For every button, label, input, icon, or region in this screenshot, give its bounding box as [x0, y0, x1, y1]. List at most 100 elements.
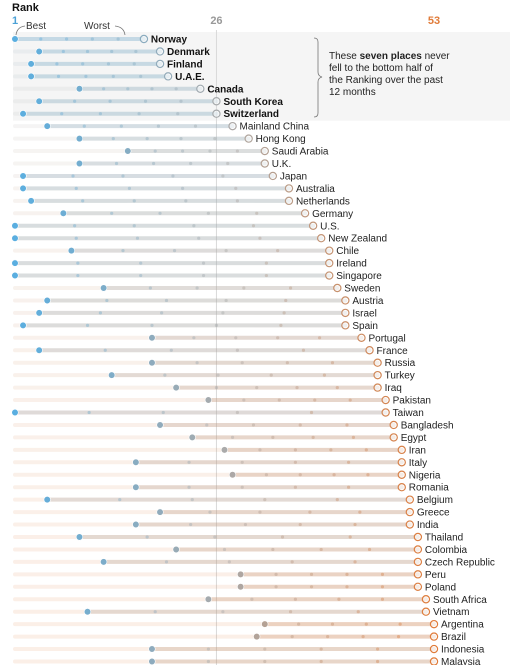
best-rank-dot — [108, 371, 116, 379]
worst-rank-dot — [244, 134, 253, 143]
best-rank-dot — [43, 122, 51, 130]
worst-rank-dot — [373, 383, 382, 392]
annotation-text: These seven places never fell to the bott… — [329, 51, 450, 98]
history-dot — [297, 622, 301, 626]
history-dot — [116, 37, 120, 41]
history-dot — [110, 211, 114, 215]
history-dot — [160, 311, 164, 315]
best-rank-dot — [75, 159, 84, 168]
worst-rank-dot — [429, 644, 439, 654]
history-dot — [181, 186, 185, 190]
history-dot — [367, 547, 372, 552]
best-rank-dot — [204, 396, 212, 404]
history-dot — [274, 585, 278, 589]
country-label: Canada — [207, 84, 244, 95]
worst-rank-dot — [155, 59, 165, 69]
country-label: Austria — [352, 296, 384, 307]
history-dot — [153, 610, 157, 614]
country-label: Pakistan — [393, 396, 431, 407]
history-dot — [346, 485, 351, 489]
history-dot — [192, 224, 196, 228]
history-dot — [76, 261, 80, 265]
best-rank-dot — [27, 60, 35, 68]
history-dot — [288, 286, 293, 290]
country-label: Indonesia — [441, 645, 485, 656]
legend-best-label: Best — [26, 21, 46, 32]
best-rank-dot — [188, 433, 196, 442]
history-dot — [135, 236, 140, 240]
legend-worst-leader — [114, 25, 126, 36]
history-dot — [98, 112, 103, 116]
history-dot — [61, 49, 65, 54]
best-rank-dot — [253, 632, 261, 641]
best-rank-dot — [261, 620, 269, 628]
history-dot — [258, 448, 262, 452]
best-rank-dot — [148, 359, 156, 367]
country-label: U.K. — [272, 159, 291, 170]
worst-rank-dot — [228, 121, 237, 131]
history-dot — [277, 398, 281, 402]
worst-rank-dot — [196, 84, 205, 94]
best-rank-dot — [59, 209, 67, 217]
history-dot — [358, 510, 362, 514]
history-dot — [313, 398, 317, 402]
worst-rank-dot — [163, 72, 173, 81]
history-dot — [366, 473, 370, 477]
history-dot — [364, 622, 368, 626]
history-dot — [280, 535, 285, 539]
history-dot — [172, 249, 177, 253]
country-label: Taiwan — [393, 408, 424, 419]
history-dot — [213, 535, 217, 539]
history-dot — [190, 498, 194, 502]
history-dot — [240, 485, 244, 489]
history-dot — [271, 547, 275, 552]
history-dot — [181, 149, 185, 153]
best-rank-dot — [27, 197, 35, 205]
history-dot — [282, 311, 286, 315]
best-rank-dot — [148, 645, 156, 653]
country-label: Colombia — [425, 545, 468, 556]
history-dot — [295, 386, 299, 390]
legend-best-leader — [15, 25, 26, 36]
best-rank-dot — [35, 47, 43, 56]
history-dot — [242, 286, 246, 290]
history-dot — [189, 522, 193, 527]
best-rank-dot — [11, 259, 19, 267]
worst-rank-dot — [260, 159, 269, 168]
history-dot — [234, 186, 238, 190]
history-dot — [353, 560, 357, 564]
country-label: Iran — [409, 445, 426, 456]
history-dot — [105, 298, 109, 303]
history-dot — [221, 174, 225, 178]
country-label: New Zealand — [328, 234, 387, 245]
country-label: Portugal — [368, 333, 405, 344]
history-dot — [356, 610, 360, 614]
best-rank-dot — [75, 135, 84, 143]
history-dot — [222, 547, 227, 552]
annotation-bracket — [313, 37, 323, 118]
history-dot — [221, 311, 225, 315]
history-dot — [226, 161, 230, 166]
history-dot — [396, 635, 401, 639]
history-dot — [82, 124, 86, 128]
history-dot — [319, 547, 323, 552]
history-dot — [235, 410, 239, 415]
history-dot — [276, 249, 280, 253]
worst-rank-dot — [341, 308, 350, 318]
history-dot — [251, 423, 256, 427]
worst-rank-dot — [413, 545, 423, 554]
history-dot — [171, 174, 175, 178]
history-dot — [145, 535, 149, 539]
history-dot — [279, 323, 283, 327]
best-rank-dot — [11, 271, 19, 280]
history-dot — [73, 99, 77, 103]
worst-rank-dot — [325, 246, 334, 255]
history-dot — [76, 273, 80, 278]
history-dot — [398, 622, 402, 626]
history-dot — [264, 473, 268, 477]
best-rank-dot — [228, 471, 237, 479]
country-label: Japan — [280, 171, 307, 182]
history-dot — [221, 610, 225, 614]
history-dot — [174, 87, 178, 91]
country-label: Peru — [425, 570, 446, 581]
